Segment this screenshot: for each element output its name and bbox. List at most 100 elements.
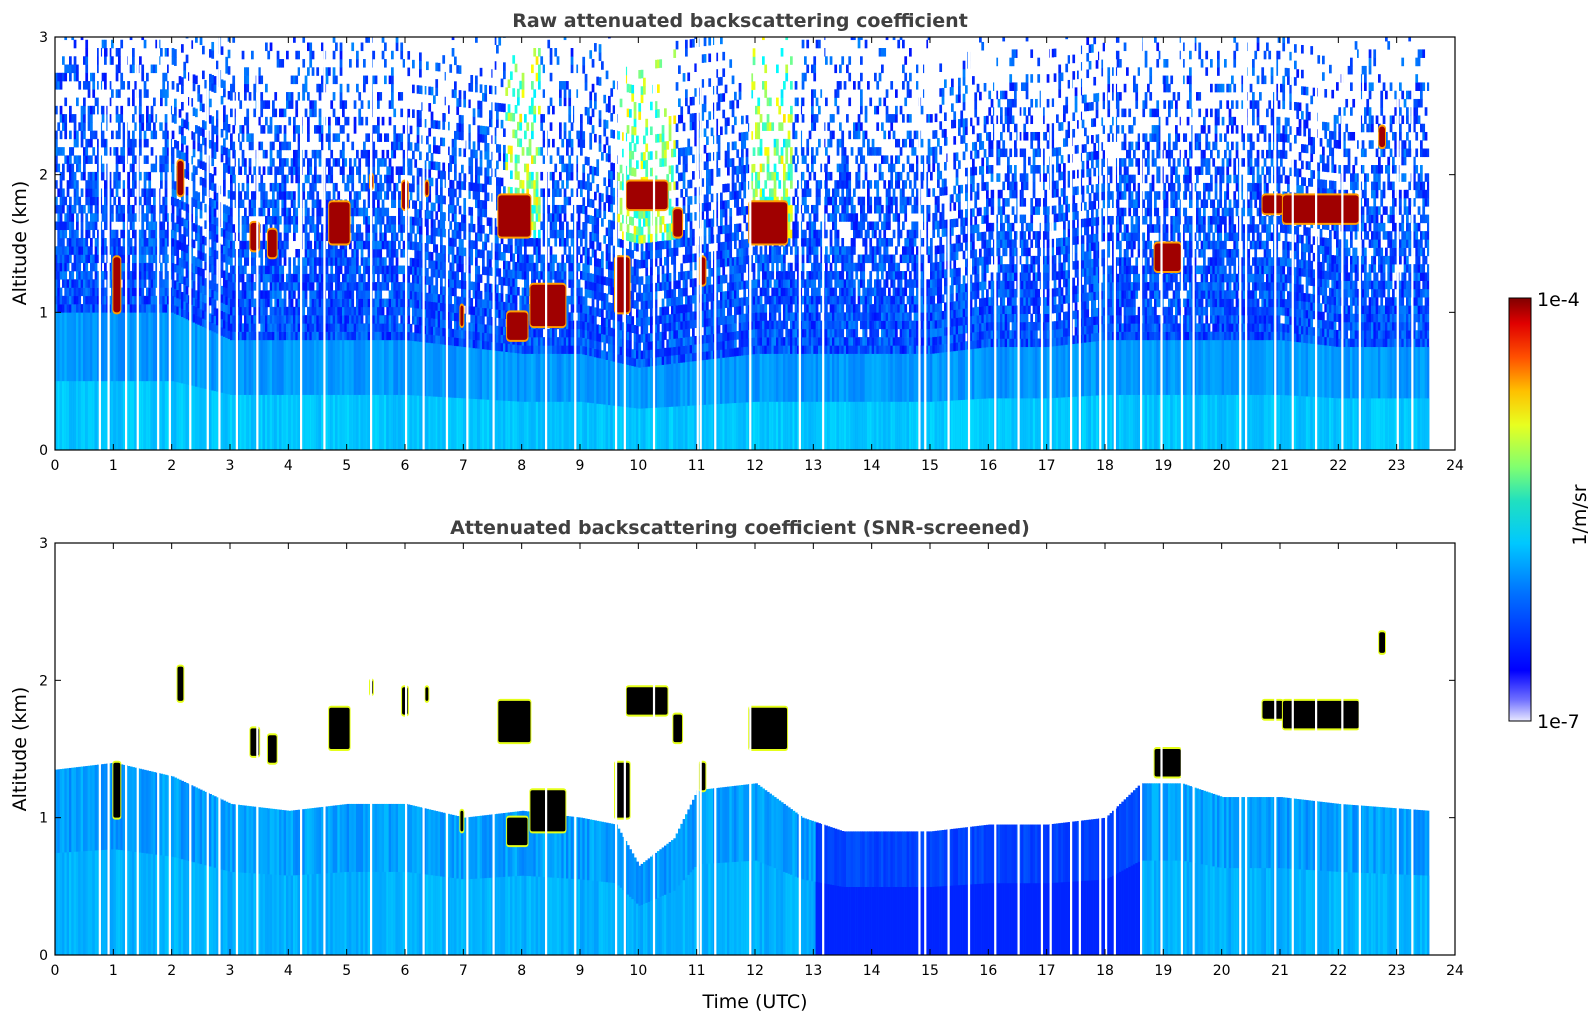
noise-cell	[204, 170, 208, 180]
noise-cell	[129, 138, 133, 148]
noise-cell	[216, 135, 219, 144]
noise-cell	[531, 155, 534, 164]
noise-cell	[251, 50, 254, 60]
noise-cell	[353, 125, 357, 134]
noise-cell	[449, 179, 453, 189]
noise-cell	[507, 294, 511, 303]
noise-cell	[402, 158, 406, 167]
bl-core	[519, 401, 523, 450]
noise-cell	[122, 221, 126, 231]
noise-cell	[295, 174, 299, 184]
noise-cell	[232, 149, 236, 159]
noise-cell	[258, 290, 261, 299]
noise-cell	[542, 213, 546, 222]
noise-cell	[505, 269, 509, 278]
noise-cell	[325, 207, 329, 217]
noise-cell	[244, 166, 247, 175]
noise-cell	[519, 262, 523, 272]
noise-cell	[379, 174, 383, 184]
noise-cell	[314, 158, 317, 167]
noise-cell	[248, 199, 252, 209]
noise-cell	[456, 65, 460, 74]
noise-cell	[489, 85, 492, 95]
noise-cell	[442, 261, 446, 271]
bl-core	[533, 401, 537, 450]
noise-cell	[454, 139, 457, 148]
noise-cell	[209, 82, 212, 91]
noise-cell	[349, 265, 352, 275]
noise-cell	[57, 304, 61, 313]
noise-cell	[547, 188, 551, 197]
noise-cell	[468, 248, 471, 257]
noise-cell	[76, 262, 79, 272]
noise-cell	[463, 214, 467, 224]
bl-core	[381, 394, 385, 450]
noise-cell	[248, 166, 252, 175]
noise-cell	[430, 252, 434, 261]
noise-cell	[510, 244, 513, 254]
noise-cell	[213, 125, 217, 135]
noise-cell	[482, 208, 485, 218]
noise-cell	[302, 265, 306, 275]
noise-cell	[454, 254, 457, 264]
noise-cell	[318, 199, 322, 209]
noise-cell	[377, 298, 380, 308]
noise-cell	[209, 247, 212, 256]
noise-cell	[141, 72, 145, 82]
noise-cell	[442, 302, 446, 312]
noise-cell	[195, 108, 198, 118]
noise-cell	[241, 323, 245, 332]
noise-cell	[213, 282, 217, 292]
noise-cell	[328, 133, 331, 142]
noise-cell	[449, 295, 453, 305]
noise-cell	[356, 50, 359, 60]
noise-cell	[213, 307, 217, 316]
noise-cell	[524, 287, 527, 297]
noise-cell	[393, 125, 397, 134]
noise-cell	[496, 334, 499, 343]
noise-cell	[374, 149, 378, 159]
noise-cell	[311, 306, 315, 316]
noise-cell	[549, 122, 553, 131]
noise-cell	[393, 306, 397, 316]
noise-cell	[297, 290, 301, 299]
noise-cell	[213, 166, 217, 176]
noise-cell	[197, 93, 201, 102]
noise-cell	[519, 113, 523, 123]
noise-cell	[330, 273, 334, 283]
noise-cell	[283, 232, 287, 242]
noise-cell	[311, 224, 315, 233]
noise-cell	[90, 180, 93, 189]
noise-cell	[83, 304, 86, 313]
noise-cell	[251, 174, 254, 184]
noise-cell	[276, 199, 280, 209]
noise-cell	[246, 315, 250, 324]
noise-cell	[155, 229, 159, 239]
noise-cell	[262, 265, 266, 275]
noise-cell	[552, 262, 555, 272]
noise-cell	[559, 337, 562, 346]
noise-cell	[164, 122, 168, 131]
noise-cell	[199, 226, 203, 235]
noise-cell	[451, 279, 455, 288]
noise-cell	[318, 331, 322, 341]
noise-cell	[304, 149, 308, 159]
noise-cell	[260, 174, 264, 184]
noise-cell	[87, 254, 91, 264]
noise-cell	[363, 273, 366, 283]
noise-cell	[430, 301, 434, 311]
noise-cell	[367, 166, 371, 175]
noise-cell	[94, 130, 98, 140]
bl-core	[493, 400, 497, 450]
noise-cell	[197, 134, 201, 144]
noise-cell	[260, 240, 264, 250]
noise-cell	[356, 240, 359, 250]
noise-cell	[92, 213, 96, 222]
noise-cell	[129, 188, 133, 197]
noise-cell	[433, 202, 436, 212]
noise-cell	[552, 254, 555, 264]
noise-cell	[71, 163, 75, 173]
noise-cell	[367, 224, 371, 233]
noise-cell	[160, 48, 163, 57]
noise-cell	[202, 310, 205, 319]
